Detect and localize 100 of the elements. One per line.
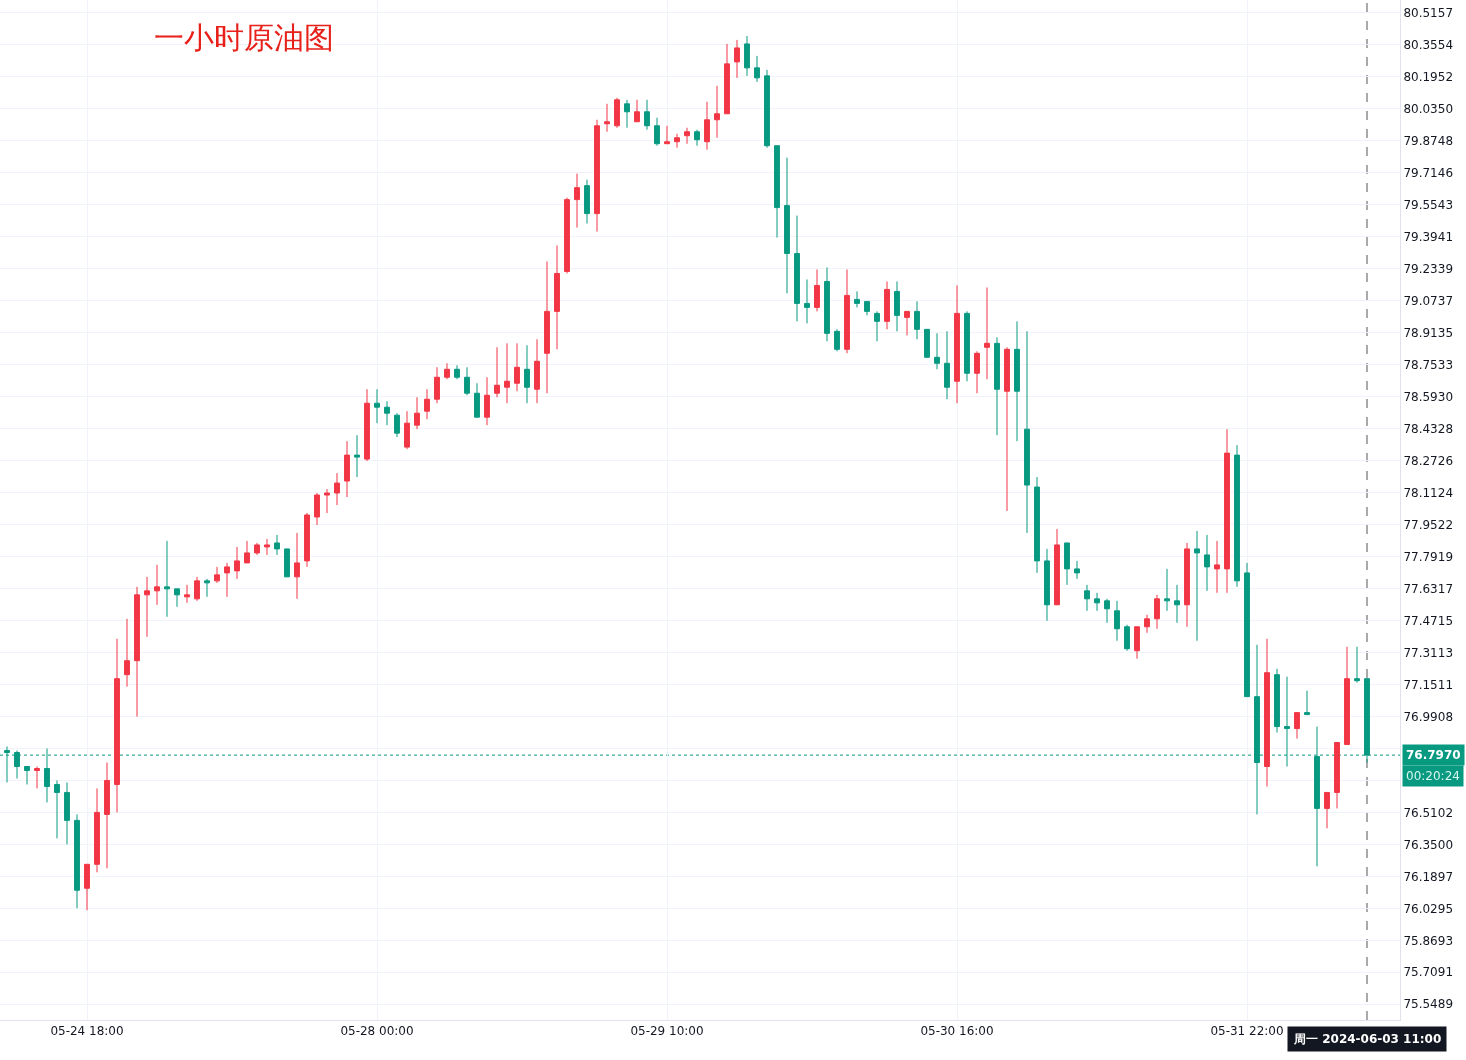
candlestick bbox=[334, 472, 340, 506]
candlestick bbox=[1164, 568, 1170, 612]
y-tick-label: 76.3500 bbox=[1403, 837, 1454, 852]
candlestick bbox=[204, 578, 210, 598]
candlestick bbox=[1154, 594, 1160, 630]
candlestick bbox=[1184, 542, 1190, 628]
y-tick-label: 78.1124 bbox=[1403, 485, 1454, 500]
x-tick-label: 05-31 22:00 bbox=[1210, 1024, 1284, 1039]
candlestick bbox=[64, 781, 70, 845]
y-tick-label: 78.9135 bbox=[1403, 325, 1454, 340]
x-tick-label: 05-24 18:00 bbox=[50, 1024, 124, 1039]
candlestick bbox=[214, 566, 220, 584]
candlestick bbox=[1214, 540, 1220, 594]
candlestick bbox=[1234, 444, 1240, 588]
candlestick bbox=[1354, 646, 1360, 684]
candlestick bbox=[304, 512, 310, 568]
candlestick bbox=[1344, 646, 1350, 746]
x-tick-label: 05-28 00:00 bbox=[340, 1024, 414, 1039]
candlestick bbox=[1004, 346, 1010, 512]
candlestick bbox=[724, 43, 730, 115]
y-tick-label: 79.8748 bbox=[1403, 133, 1454, 148]
candlestick bbox=[1094, 592, 1100, 612]
y-tick-label: 75.7091 bbox=[1403, 965, 1454, 980]
candlestick bbox=[934, 332, 940, 370]
candlestick bbox=[674, 133, 680, 149]
candlestick bbox=[874, 310, 880, 342]
candlestick bbox=[134, 586, 140, 718]
candlestick bbox=[764, 69, 770, 149]
candlestick bbox=[1294, 712, 1300, 740]
candlestick bbox=[74, 813, 80, 909]
candlestick bbox=[974, 350, 980, 394]
candlestick bbox=[184, 584, 190, 604]
candlestick bbox=[784, 157, 790, 294]
y-tick-label: 80.0350 bbox=[1403, 101, 1454, 116]
candlestick bbox=[1334, 742, 1340, 809]
candlestick bbox=[524, 344, 530, 404]
candlestick bbox=[554, 245, 560, 350]
candlestick bbox=[1144, 614, 1150, 634]
candlestick bbox=[624, 99, 630, 129]
candlestick bbox=[484, 376, 490, 426]
candlestick bbox=[514, 342, 520, 392]
candlestick bbox=[804, 278, 810, 324]
candlestick bbox=[994, 336, 1000, 436]
candlestick bbox=[744, 35, 750, 77]
candlestick bbox=[164, 540, 170, 618]
candlestick bbox=[454, 364, 460, 380]
y-tick-label: 79.7146 bbox=[1403, 165, 1454, 180]
y-tick-label: 76.0295 bbox=[1403, 901, 1454, 916]
y-tick-label: 79.3941 bbox=[1403, 229, 1454, 244]
x-tick-label: 周一 2024-06-03 11:00 bbox=[1293, 1032, 1442, 1046]
candlestick bbox=[1124, 624, 1130, 652]
y-tick-label: 76.9908 bbox=[1403, 709, 1454, 724]
y-tick-label: 77.9522 bbox=[1403, 517, 1454, 532]
candlestick bbox=[434, 366, 440, 404]
candlestick bbox=[644, 99, 650, 131]
candlestick bbox=[684, 127, 690, 145]
candlestick bbox=[54, 779, 60, 839]
candlestick bbox=[914, 300, 920, 340]
y-tick-label: 78.2726 bbox=[1403, 453, 1454, 468]
candlestick bbox=[834, 328, 840, 352]
y-tick-label: 76.1897 bbox=[1403, 869, 1454, 884]
candlestick bbox=[544, 260, 550, 394]
candlestick bbox=[124, 618, 130, 688]
y-tick-label: 80.3554 bbox=[1403, 38, 1454, 53]
candlestick bbox=[614, 97, 620, 129]
candlestick bbox=[1114, 600, 1120, 642]
candlestick bbox=[984, 286, 990, 380]
y-tick-label: 77.6317 bbox=[1403, 581, 1454, 596]
candlestick bbox=[574, 173, 580, 229]
candlestick bbox=[534, 338, 540, 404]
candlestick bbox=[634, 99, 640, 123]
candlestick bbox=[714, 85, 720, 139]
candlestick bbox=[494, 346, 500, 398]
candlestick bbox=[174, 588, 180, 608]
candlestick bbox=[444, 362, 450, 380]
y-tick-label: 78.4328 bbox=[1403, 421, 1454, 436]
candlestick bbox=[1074, 560, 1080, 580]
candlestick bbox=[104, 762, 110, 869]
candlestick bbox=[414, 396, 420, 430]
candlestick bbox=[694, 129, 700, 147]
y-tick-label: 79.0737 bbox=[1403, 293, 1454, 308]
candlestick bbox=[1084, 584, 1090, 612]
candlestick bbox=[1174, 584, 1180, 624]
y-tick-label: 77.7919 bbox=[1403, 549, 1454, 564]
candlestick bbox=[904, 310, 910, 336]
candlestick bbox=[1064, 542, 1070, 586]
candlestick bbox=[114, 638, 120, 813]
y-tick-label: 77.4715 bbox=[1403, 613, 1454, 628]
candlestick bbox=[504, 342, 510, 404]
y-tick-label: 77.1511 bbox=[1403, 677, 1454, 692]
candlestick bbox=[954, 284, 960, 404]
candlestick bbox=[1104, 598, 1110, 624]
candlestick bbox=[894, 280, 900, 332]
candlestick bbox=[324, 488, 330, 514]
candlestick bbox=[474, 382, 480, 418]
candlestick bbox=[704, 101, 710, 151]
candlestick bbox=[964, 310, 970, 382]
candlestick bbox=[194, 576, 200, 602]
y-tick-label: 78.7533 bbox=[1403, 357, 1454, 372]
y-tick-label: 75.8693 bbox=[1403, 933, 1454, 948]
